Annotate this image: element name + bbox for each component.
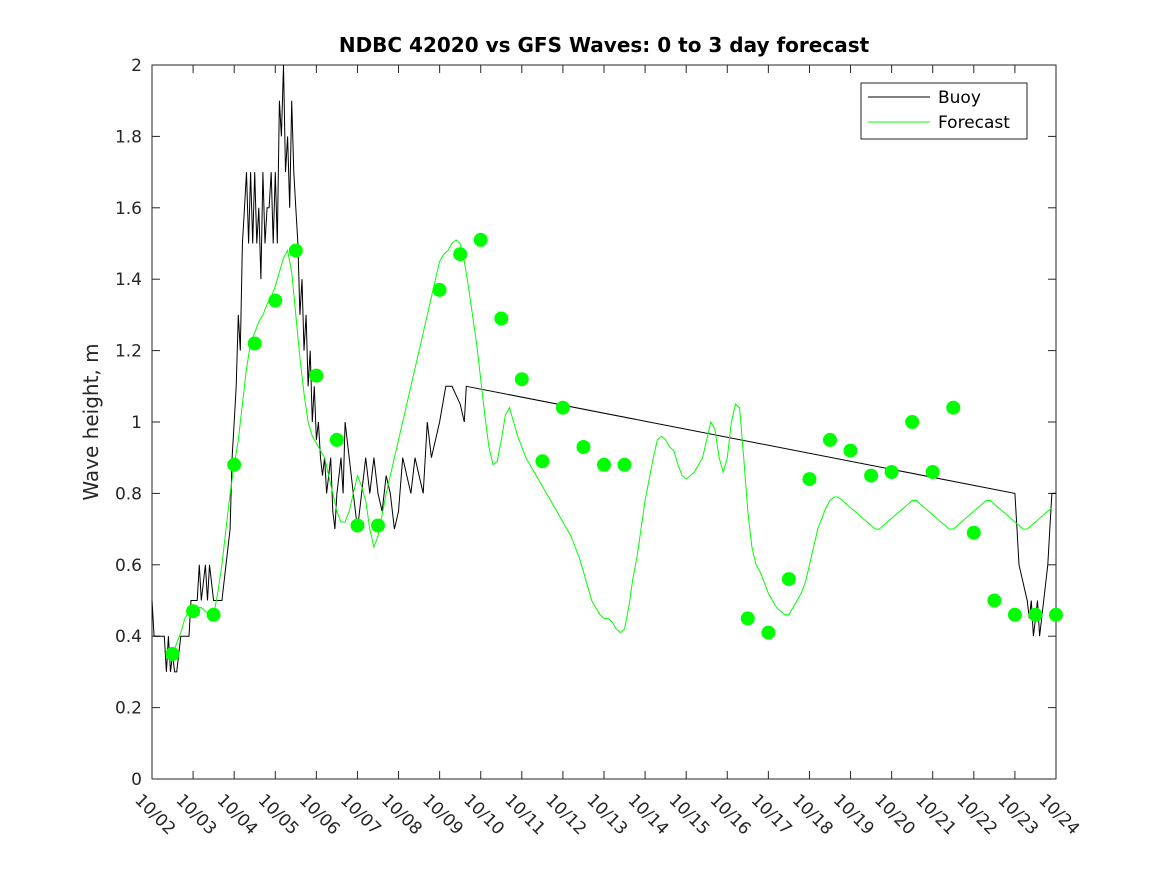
forecast-marker (268, 293, 283, 308)
forecast-marker (823, 432, 837, 447)
forecast-line (172, 239, 1053, 655)
forecast-marker (1007, 607, 1022, 622)
forecast-marker (206, 607, 221, 622)
y-tick-label: 0.2 (115, 699, 142, 719)
y-tick-label: 0.4 (115, 627, 142, 647)
forecast-marker (740, 611, 755, 626)
y-axis-label: Wave height, m (79, 343, 103, 500)
forecast-marker (946, 400, 961, 415)
forecast-marker (761, 625, 776, 640)
forecast-marker (884, 465, 899, 479)
forecast-marker (802, 472, 817, 487)
plot-frame (151, 64, 1057, 780)
forecast-marker (617, 457, 632, 472)
legend: Buoy Forecast (860, 82, 1028, 140)
forecast-marker (864, 468, 879, 483)
y-tick-label: 1.6 (115, 199, 142, 219)
legend-box (860, 82, 1028, 140)
forecast-marker (597, 457, 611, 472)
forecast-marker (925, 465, 940, 479)
chart-title: NDBC 42020 vs GFS Waves: 0 to 3 day fore… (339, 33, 870, 57)
y-axis: 0 0.2 0.4 0.6 0.8 1 1.2 1.4 1.6 1.8 2 (115, 56, 1056, 790)
forecast-marker (247, 336, 262, 351)
forecast-marker (494, 311, 509, 326)
forecast-marker (535, 454, 550, 469)
y-tick-label: 0.6 (115, 556, 142, 576)
legend-buoy-label: Buoy (938, 88, 981, 108)
y-tick-label: 1 (131, 413, 142, 433)
forecast-marker (371, 518, 385, 533)
forecast-marker (1028, 607, 1043, 622)
forecast-marker (966, 525, 981, 540)
forecast-marker (453, 247, 468, 262)
forecast-marker (186, 604, 201, 619)
forecast-marker (165, 647, 180, 661)
forecast-marker (576, 440, 591, 454)
y-tick-label: 1.4 (115, 270, 142, 290)
y-tick-label: 1.8 (115, 127, 142, 147)
forecast-marker (227, 457, 242, 472)
y-tick-label: 1.2 (115, 342, 142, 362)
y-tick-label: 0.8 (115, 484, 142, 504)
plot-area (151, 64, 1057, 780)
forecast-marker (843, 443, 858, 458)
series-layer (151, 64, 1063, 673)
forecast-marker (781, 572, 796, 587)
forecast-marker (514, 372, 529, 387)
forecast-marker (350, 518, 365, 533)
forecast-marker (905, 415, 920, 429)
legend-forecast-label: Forecast (938, 113, 1010, 133)
forecast-marker (432, 282, 447, 297)
forecast-marker (288, 243, 303, 258)
forecast-marker (309, 368, 324, 383)
forecast-marker (987, 593, 1002, 608)
forecast-marker (329, 432, 344, 447)
forecast-marker (555, 400, 570, 415)
y-tick-label: 0 (131, 770, 142, 790)
forecast-marker (473, 232, 488, 247)
y-tick-label: 2 (131, 56, 142, 76)
forecast-marker (1049, 607, 1063, 622)
